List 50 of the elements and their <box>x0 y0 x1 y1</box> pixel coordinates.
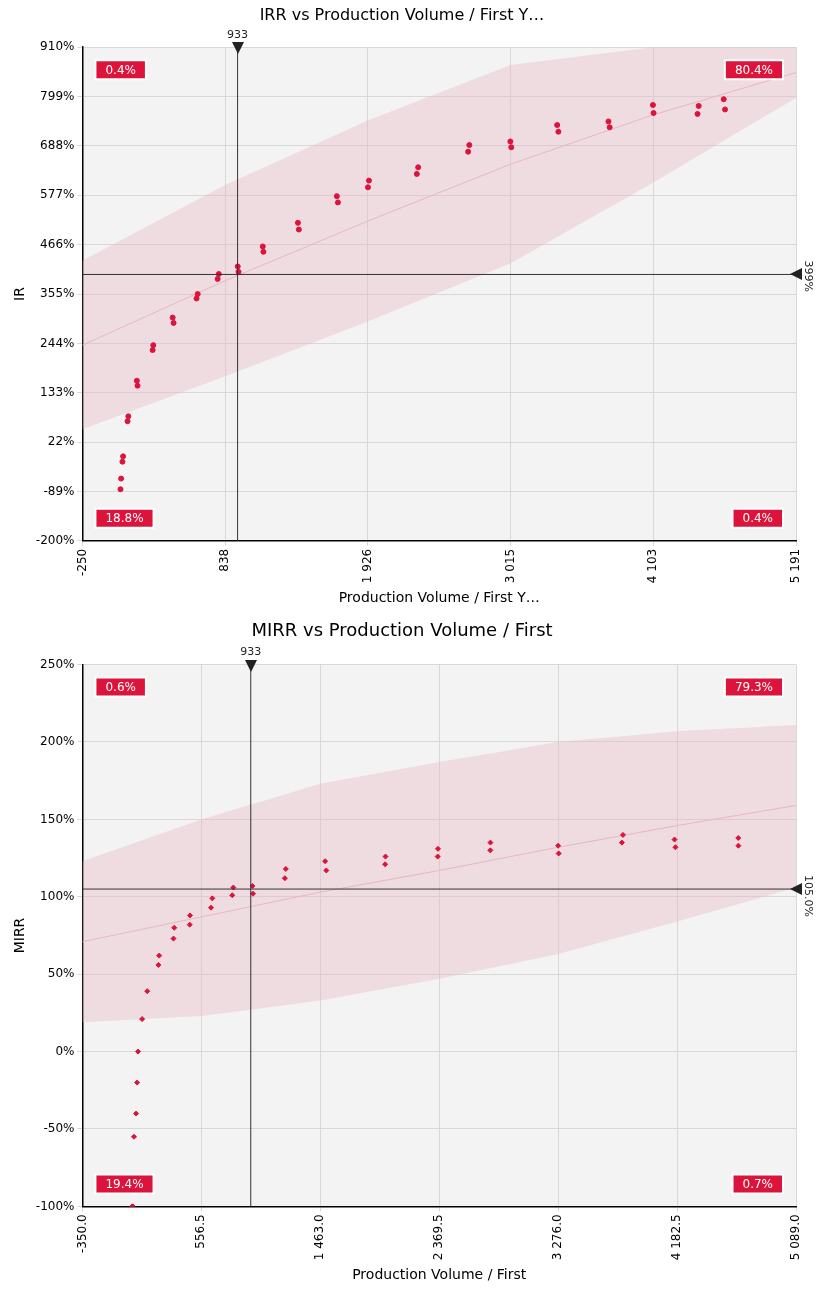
x-tick-label: 1 463.0 <box>312 1214 327 1261</box>
x-tick-label: 5 191 <box>788 548 803 584</box>
ref-line-label: 933 <box>240 644 262 658</box>
y-tick-label: 133% <box>40 384 75 399</box>
x-tick-label: 1 926 <box>359 548 374 584</box>
y-tick-label: 577% <box>40 187 75 202</box>
annotation: 0.4% <box>742 511 774 526</box>
x-tick-label: 838 <box>217 548 232 572</box>
x-axis-title: Production Volume / First <box>352 1266 527 1283</box>
x-tick-label: 3 276.0 <box>550 1214 565 1261</box>
x-axis-title: Production Volume / First Y… <box>338 589 540 606</box>
y-tick-label: 200% <box>40 734 75 749</box>
y-tick-label: -89% <box>43 483 75 498</box>
x-tick-label: 2 369.5 <box>431 1214 446 1261</box>
y-axis-title: IR <box>11 286 28 301</box>
annotation: 0.6% <box>105 680 136 695</box>
y-tick-label: 466% <box>40 236 75 251</box>
y-tick-label: 0% <box>55 1043 75 1058</box>
annotation: 18.8% <box>105 511 144 526</box>
y-tick-label: -200% <box>35 532 75 547</box>
y-tick-label: 244% <box>40 335 75 350</box>
x-tick-label: 4 182.5 <box>669 1214 684 1261</box>
annotation: 0.4% <box>105 62 136 77</box>
chart-title: IRR vs Production Volume / First Y… <box>259 4 545 24</box>
y-tick-label: 910% <box>40 39 75 54</box>
y-tick-label: 100% <box>40 888 75 903</box>
y-tick-label: -100% <box>35 1198 75 1213</box>
chart-title: MIRR vs Production Volume / First <box>251 619 553 641</box>
ref-line-label: 105.0% <box>802 875 816 918</box>
x-tick-label: -350.0 <box>74 1214 89 1254</box>
y-tick-label: 150% <box>40 811 75 826</box>
y-tick-label: 799% <box>40 88 75 103</box>
annotation: 19.4% <box>105 1177 144 1192</box>
y-tick-label: 355% <box>40 286 75 301</box>
x-tick-label: 5 089.0 <box>788 1214 803 1261</box>
x-tick-label: -250 <box>74 548 89 577</box>
annotation: 0.7% <box>742 1177 774 1192</box>
ref-line-label: 399% <box>802 260 816 292</box>
x-tick-label: 4 103 <box>645 548 660 584</box>
y-tick-label: 50% <box>47 966 75 981</box>
x-tick-label: 556.5 <box>193 1214 208 1249</box>
x-tick-label: 3 015 <box>502 548 517 584</box>
annotation: 80.4% <box>734 62 773 77</box>
y-tick-label: 22% <box>47 434 75 449</box>
annotation: 79.3% <box>734 680 773 695</box>
y-tick-label: 688% <box>40 138 75 153</box>
y-tick-label: 250% <box>40 656 75 671</box>
y-axis-title: MIRR <box>11 917 28 954</box>
y-tick-label: -50% <box>43 1121 75 1136</box>
ref-line-label: 933 <box>227 27 249 41</box>
